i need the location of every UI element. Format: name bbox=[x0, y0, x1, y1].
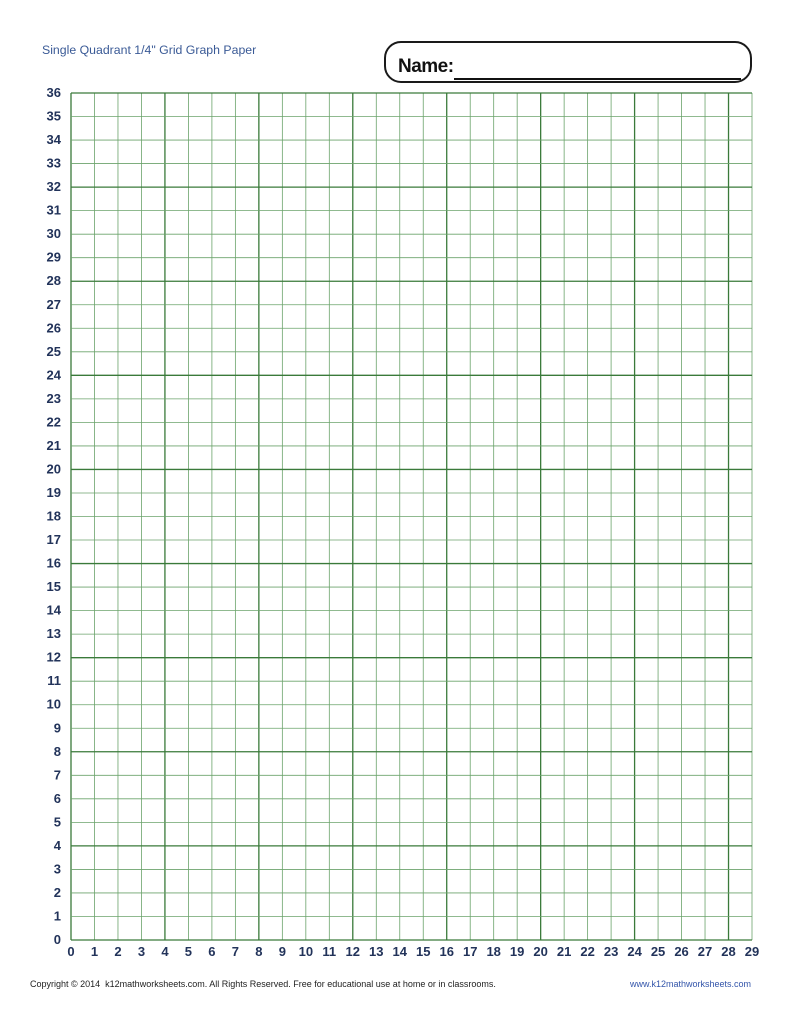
svg-text:8: 8 bbox=[255, 944, 262, 959]
svg-text:8: 8 bbox=[54, 744, 61, 759]
svg-text:31: 31 bbox=[47, 203, 61, 218]
svg-text:23: 23 bbox=[47, 391, 61, 406]
svg-text:27: 27 bbox=[698, 944, 712, 959]
svg-text:30: 30 bbox=[47, 226, 61, 241]
svg-text:29: 29 bbox=[47, 250, 61, 265]
svg-text:10: 10 bbox=[47, 697, 61, 712]
svg-text:14: 14 bbox=[47, 603, 62, 618]
svg-text:25: 25 bbox=[651, 944, 665, 959]
svg-text:23: 23 bbox=[604, 944, 618, 959]
svg-text:5: 5 bbox=[185, 944, 192, 959]
svg-text:6: 6 bbox=[54, 791, 61, 806]
svg-text:24: 24 bbox=[627, 944, 642, 959]
svg-text:22: 22 bbox=[580, 944, 594, 959]
svg-text:16: 16 bbox=[47, 556, 61, 571]
svg-text:17: 17 bbox=[463, 944, 477, 959]
svg-text:16: 16 bbox=[439, 944, 453, 959]
svg-text:27: 27 bbox=[47, 297, 61, 312]
svg-text:2: 2 bbox=[114, 944, 121, 959]
svg-text:26: 26 bbox=[47, 320, 61, 335]
svg-text:20: 20 bbox=[533, 944, 547, 959]
svg-text:18: 18 bbox=[47, 509, 61, 524]
svg-text:7: 7 bbox=[232, 944, 239, 959]
svg-text:21: 21 bbox=[47, 438, 61, 453]
svg-text:13: 13 bbox=[47, 626, 61, 641]
svg-text:24: 24 bbox=[47, 367, 62, 382]
svg-text:34: 34 bbox=[47, 132, 62, 147]
svg-text:11: 11 bbox=[322, 944, 336, 959]
svg-text:7: 7 bbox=[54, 767, 61, 782]
svg-text:35: 35 bbox=[47, 109, 61, 124]
svg-text:28: 28 bbox=[721, 944, 735, 959]
svg-text:11: 11 bbox=[47, 673, 61, 688]
svg-text:29: 29 bbox=[745, 944, 759, 959]
svg-text:22: 22 bbox=[47, 414, 61, 429]
svg-text:4: 4 bbox=[161, 944, 169, 959]
svg-text:13: 13 bbox=[369, 944, 383, 959]
svg-text:6: 6 bbox=[208, 944, 215, 959]
svg-text:0: 0 bbox=[67, 944, 74, 959]
svg-text:3: 3 bbox=[54, 861, 61, 876]
svg-text:1: 1 bbox=[91, 944, 98, 959]
svg-text:12: 12 bbox=[47, 650, 61, 665]
svg-text:1: 1 bbox=[54, 908, 61, 923]
svg-text:19: 19 bbox=[47, 485, 61, 500]
svg-text:4: 4 bbox=[54, 838, 62, 853]
svg-text:12: 12 bbox=[346, 944, 360, 959]
svg-text:5: 5 bbox=[54, 814, 61, 829]
svg-text:32: 32 bbox=[47, 179, 61, 194]
svg-text:17: 17 bbox=[47, 532, 61, 547]
svg-text:14: 14 bbox=[393, 944, 408, 959]
svg-text:9: 9 bbox=[279, 944, 286, 959]
svg-text:25: 25 bbox=[47, 344, 61, 359]
svg-text:10: 10 bbox=[299, 944, 313, 959]
svg-text:26: 26 bbox=[674, 944, 688, 959]
svg-text:15: 15 bbox=[416, 944, 430, 959]
svg-text:9: 9 bbox=[54, 720, 61, 735]
svg-text:28: 28 bbox=[47, 273, 61, 288]
svg-text:0: 0 bbox=[54, 932, 61, 947]
svg-text:33: 33 bbox=[47, 156, 61, 171]
svg-text:21: 21 bbox=[557, 944, 571, 959]
svg-text:3: 3 bbox=[138, 944, 145, 959]
svg-text:18: 18 bbox=[486, 944, 500, 959]
svg-text:19: 19 bbox=[510, 944, 524, 959]
svg-text:36: 36 bbox=[47, 85, 61, 100]
svg-text:20: 20 bbox=[47, 461, 61, 476]
svg-text:2: 2 bbox=[54, 885, 61, 900]
svg-text:15: 15 bbox=[47, 579, 61, 594]
